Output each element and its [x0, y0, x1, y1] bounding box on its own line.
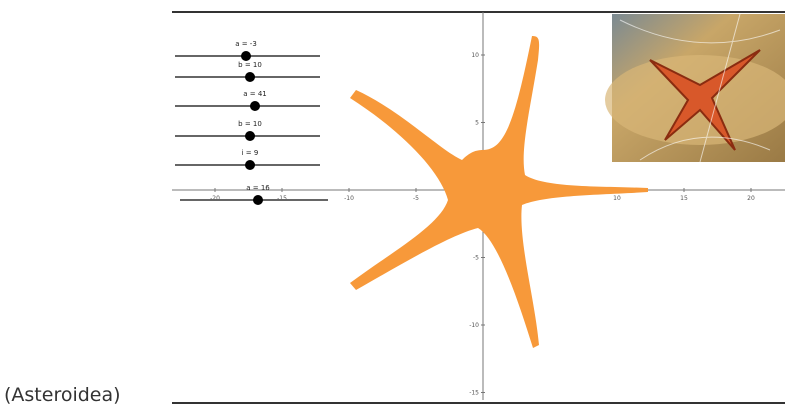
y-tick-label: -5 — [473, 255, 479, 262]
y-tick-label: 5 — [475, 120, 479, 127]
slider-knob[interactable] — [241, 51, 251, 61]
slider-label: a = -3 — [235, 40, 257, 48]
slider-knob[interactable] — [250, 101, 260, 111]
y-tick-label: -10 — [469, 322, 479, 329]
starfish — [350, 36, 648, 348]
x-tick-label: 20 — [747, 195, 755, 202]
caption: (Asteroidea) — [4, 384, 121, 406]
slider-knob[interactable] — [245, 72, 255, 82]
slider-label: b = 10 — [238, 120, 262, 128]
y-tick-label: 10 — [471, 52, 479, 59]
slider-knob[interactable] — [245, 160, 255, 170]
slider-label: a = 16 — [246, 184, 270, 192]
x-tick-label: 10 — [613, 195, 621, 202]
x-tick-label: -5 — [413, 195, 419, 202]
x-tick-label: -10 — [344, 195, 354, 202]
x-tick-label: 15 — [680, 195, 688, 202]
slider-knob[interactable] — [245, 131, 255, 141]
photo — [605, 14, 785, 162]
slider-label: b = 10 — [238, 61, 262, 69]
y-tick-label: -15 — [469, 390, 479, 397]
slider-label: i = 9 — [242, 149, 259, 157]
geogebra-view: -20-15-10-5101520105-5-10-15 a = -3b = 1… — [0, 0, 785, 409]
slider-knob[interactable] — [253, 195, 263, 205]
slider-label: a = 41 — [243, 90, 267, 98]
